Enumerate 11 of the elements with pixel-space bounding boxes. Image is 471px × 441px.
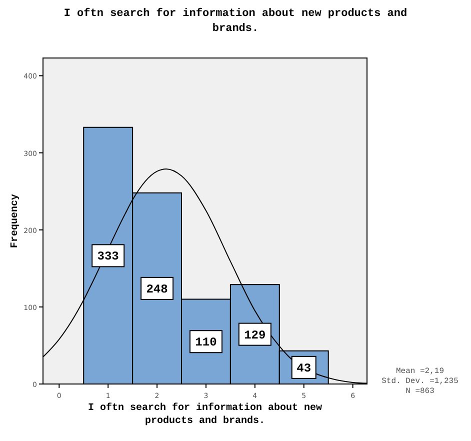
- text: Mean =2,19: [396, 367, 444, 376]
- text: N =863: [406, 387, 435, 396]
- chart-title: I oftn search for information about new products and brands.: [64, 7, 408, 35]
- text: Std. Dev. =1,235: [382, 377, 459, 386]
- data-label: 333: [97, 250, 119, 264]
- data-label: 248: [146, 282, 168, 296]
- x-axis-title: I oftn search for information about new products and brands.: [88, 402, 322, 427]
- data-label: 43: [296, 361, 312, 376]
- data-label: 129: [244, 328, 266, 342]
- data-label: 110: [195, 336, 217, 350]
- y-axis-title: Frequency: [10, 194, 21, 248]
